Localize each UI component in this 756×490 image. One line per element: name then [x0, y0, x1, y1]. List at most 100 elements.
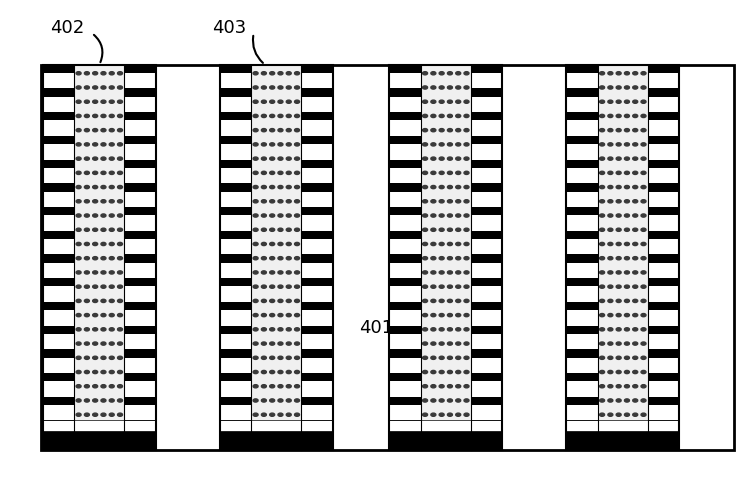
- Circle shape: [117, 228, 122, 231]
- Circle shape: [93, 214, 98, 217]
- Bar: [301, 207, 333, 215]
- Circle shape: [456, 214, 460, 217]
- Circle shape: [110, 72, 114, 75]
- Circle shape: [600, 157, 605, 160]
- Circle shape: [448, 299, 452, 302]
- Circle shape: [641, 370, 646, 374]
- Bar: [389, 373, 421, 381]
- Circle shape: [253, 299, 258, 302]
- Bar: [220, 65, 252, 73]
- Circle shape: [600, 114, 605, 118]
- Circle shape: [110, 413, 114, 416]
- Bar: [471, 358, 502, 373]
- Circle shape: [448, 257, 452, 260]
- Bar: [389, 88, 421, 97]
- Circle shape: [600, 128, 605, 132]
- Circle shape: [448, 114, 452, 118]
- Circle shape: [633, 171, 638, 174]
- Circle shape: [624, 328, 630, 331]
- Circle shape: [600, 214, 605, 217]
- Bar: [648, 121, 680, 136]
- Circle shape: [624, 157, 630, 160]
- Circle shape: [287, 328, 291, 331]
- Circle shape: [616, 100, 621, 103]
- Circle shape: [624, 370, 630, 374]
- Bar: [124, 121, 156, 136]
- Bar: [124, 334, 156, 349]
- Circle shape: [262, 171, 266, 174]
- Bar: [220, 65, 333, 450]
- Circle shape: [262, 228, 266, 231]
- Bar: [566, 65, 680, 450]
- Circle shape: [262, 243, 266, 245]
- Circle shape: [253, 413, 258, 416]
- Bar: [301, 192, 333, 207]
- Circle shape: [616, 342, 621, 345]
- Circle shape: [624, 299, 630, 302]
- Bar: [389, 168, 421, 183]
- Circle shape: [641, 157, 646, 160]
- Circle shape: [448, 356, 452, 359]
- Circle shape: [76, 228, 81, 231]
- Circle shape: [633, 228, 638, 231]
- Circle shape: [456, 86, 460, 89]
- Circle shape: [464, 257, 469, 260]
- Circle shape: [616, 157, 621, 160]
- Circle shape: [633, 356, 638, 359]
- Bar: [566, 405, 598, 420]
- Circle shape: [423, 128, 428, 132]
- Circle shape: [423, 171, 428, 174]
- Circle shape: [270, 100, 274, 103]
- Circle shape: [76, 143, 81, 146]
- Circle shape: [93, 385, 98, 388]
- Circle shape: [262, 257, 266, 260]
- Circle shape: [464, 100, 469, 103]
- Circle shape: [624, 385, 630, 388]
- Circle shape: [110, 128, 114, 132]
- Circle shape: [439, 86, 444, 89]
- Bar: [301, 287, 333, 302]
- Circle shape: [608, 186, 613, 189]
- Circle shape: [287, 385, 291, 388]
- Circle shape: [431, 271, 436, 274]
- Circle shape: [295, 356, 299, 359]
- Circle shape: [278, 214, 283, 217]
- Circle shape: [76, 214, 81, 217]
- Bar: [471, 278, 502, 287]
- Circle shape: [262, 370, 266, 374]
- Circle shape: [600, 257, 605, 260]
- Circle shape: [117, 257, 122, 260]
- Circle shape: [448, 86, 452, 89]
- Circle shape: [600, 413, 605, 416]
- Bar: [566, 97, 598, 112]
- Circle shape: [253, 370, 258, 374]
- Bar: [220, 349, 252, 358]
- Circle shape: [287, 72, 291, 75]
- Bar: [648, 358, 680, 373]
- Circle shape: [253, 328, 258, 331]
- Circle shape: [608, 314, 613, 317]
- Circle shape: [431, 171, 436, 174]
- Bar: [648, 112, 680, 121]
- Bar: [471, 405, 502, 420]
- Bar: [220, 144, 252, 160]
- Circle shape: [295, 342, 299, 345]
- Circle shape: [641, 228, 646, 231]
- Circle shape: [431, 200, 436, 203]
- Circle shape: [423, 413, 428, 416]
- Bar: [648, 287, 680, 302]
- Circle shape: [600, 100, 605, 103]
- Circle shape: [641, 328, 646, 331]
- Bar: [471, 215, 502, 231]
- Bar: [389, 231, 421, 239]
- Circle shape: [448, 228, 452, 231]
- Bar: [566, 287, 598, 302]
- Circle shape: [456, 72, 460, 75]
- Circle shape: [464, 86, 469, 89]
- Bar: [301, 263, 333, 278]
- Bar: [124, 112, 156, 121]
- Circle shape: [101, 413, 106, 416]
- Circle shape: [270, 285, 274, 288]
- Circle shape: [287, 271, 291, 274]
- Circle shape: [76, 413, 81, 416]
